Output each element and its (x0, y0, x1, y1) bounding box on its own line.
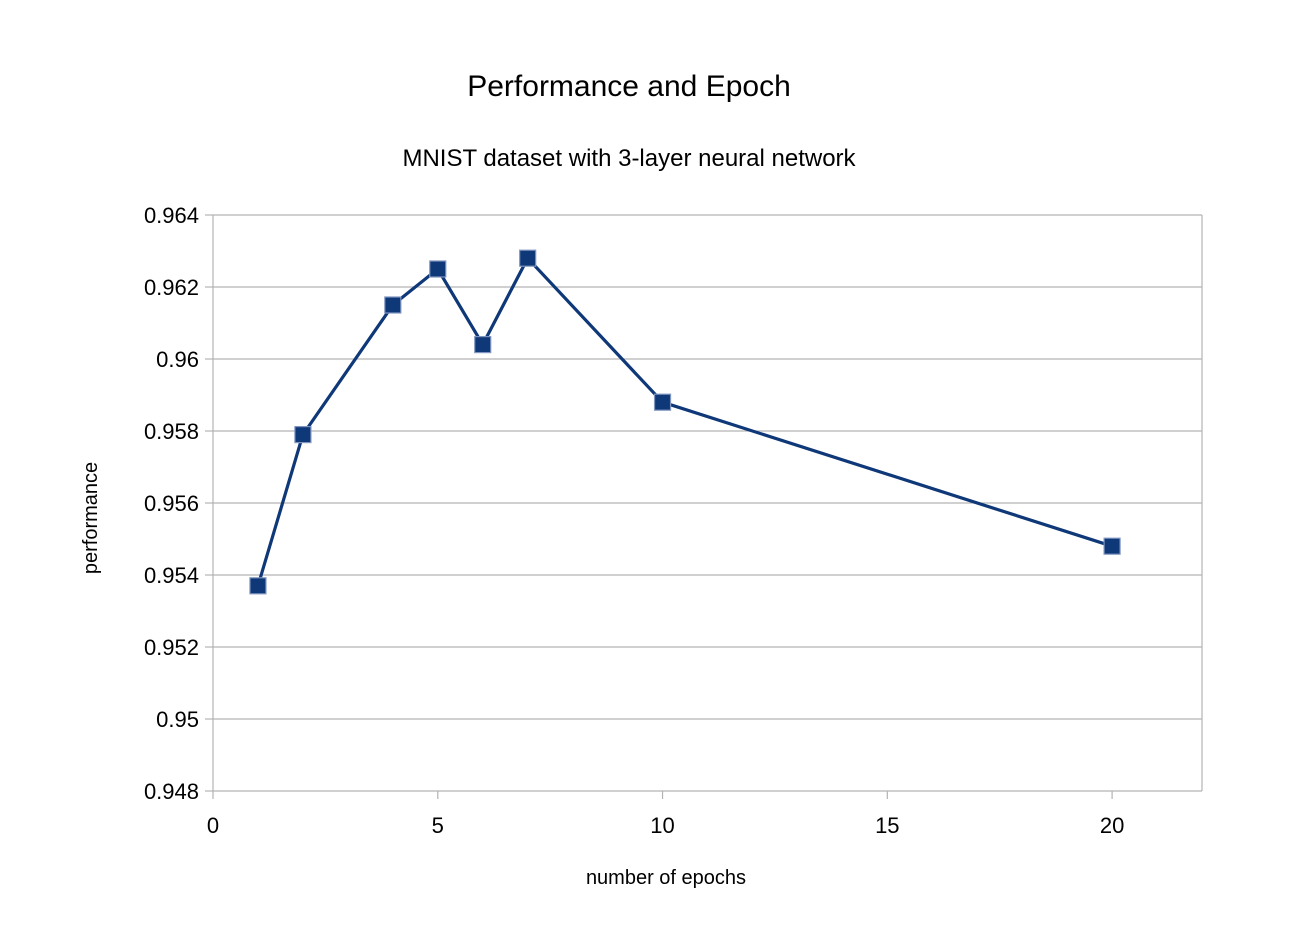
x-tick-labels: 0 5 10 15 20 (207, 813, 1124, 838)
x-tick-label: 15 (875, 813, 899, 838)
gridlines (213, 214, 1202, 792)
data-point-marker (653, 393, 672, 411)
series-line (256, 256, 1113, 587)
data-point-marker (294, 426, 312, 444)
data-point-marker (1103, 537, 1121, 555)
x-tick-label: 0 (207, 813, 219, 838)
data-point-marker (249, 577, 267, 595)
y-tick-labels: 0.948 0.95 0.952 0.954 0.956 0.958 0.96 0.962 0.… (144, 203, 199, 804)
x-tick-label: 10 (650, 813, 674, 838)
data-point-marker (429, 260, 447, 278)
axes (205, 214, 1203, 799)
x-tick-label: 20 (1100, 813, 1124, 838)
data-series (249, 249, 1121, 595)
data-point-marker (384, 296, 402, 314)
chart-title: Performance and Epoch (467, 70, 791, 103)
x-tick-label: 5 (432, 813, 444, 838)
y-axis-label: performance (80, 462, 102, 574)
data-point-marker (519, 249, 537, 267)
x-axis-label: number of epochs (586, 867, 746, 889)
y-tick-label: 0.952 (144, 635, 199, 660)
y-tick-label: 0.948 (144, 779, 199, 804)
data-point-marker (474, 336, 492, 354)
y-tick-label: 0.964 (144, 203, 199, 228)
y-tick-label: 0.95 (156, 707, 199, 732)
y-tick-label: 0.956 (144, 491, 199, 516)
y-tick-label: 0.962 (144, 275, 199, 300)
y-tick-label: 0.96 (156, 347, 199, 372)
y-tick-label: 0.958 (144, 419, 199, 444)
chart-subtitle: MNIST dataset with 3-layer neural networ… (402, 145, 856, 172)
y-tick-label: 0.954 (144, 563, 199, 588)
